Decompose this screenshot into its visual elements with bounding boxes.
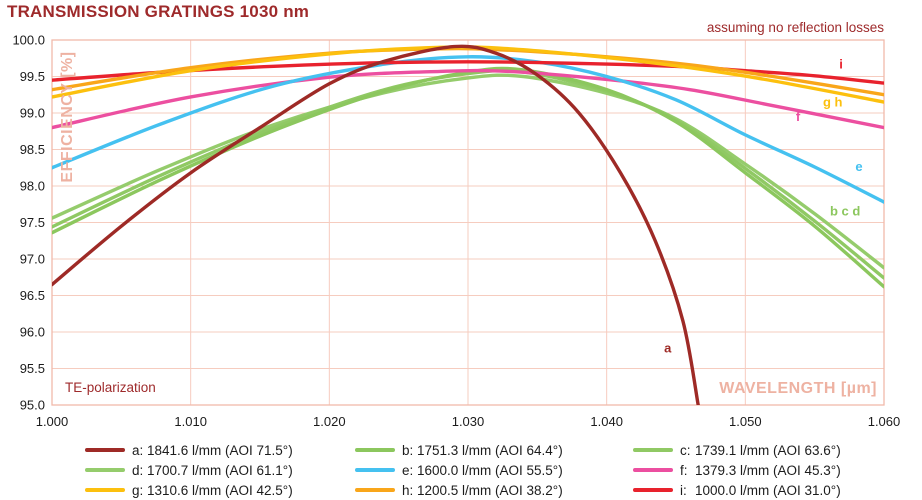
svg-text:98.0: 98.0: [20, 179, 45, 194]
legend-spec-g: 1310.6 l/mm (AOI 42.5°): [147, 482, 293, 498]
legend-spec-a: 1841.6 l/mm (AOI 71.5°): [147, 442, 293, 458]
legend-swatch-g: [85, 487, 125, 493]
curve-d: [52, 73, 884, 270]
svg-text:1.040: 1.040: [590, 414, 623, 429]
svg-text:98.5: 98.5: [20, 142, 45, 157]
legend-item-a: a: 1841.6 l/mm (AOI 71.5°): [85, 442, 355, 458]
x-axis-title: WAVELENGTH [µm]: [719, 380, 877, 397]
legend-swatch-i: [633, 487, 673, 493]
legend-spec-e: 1600.0 l/mm (AOI 55.5°): [417, 462, 563, 478]
curve-f: [52, 68, 884, 130]
legend-spec-d: 1700.7 l/mm (AOI 61.1°): [147, 462, 293, 478]
annotation-no-reflection-losses: assuming no reflection losses: [706, 20, 884, 35]
svg-text:95.0: 95.0: [20, 398, 45, 413]
legend-item-c: c: 1739.1 l/mm (AOI 63.6°): [633, 442, 888, 458]
curve-label-i: i: [839, 57, 843, 72]
legend-spec-f: 1379.3 l/mm (AOI 45.3°): [695, 462, 841, 478]
legend-swatch-d: [85, 467, 125, 473]
x-tick-labels: 1.000 1.010 1.020 1.030 1.040 1.050 1.060: [36, 414, 901, 429]
legend-spec-i: 1000.0 l/mm (AOI 31.0°): [695, 482, 841, 498]
legend-letter-d: d:: [132, 462, 144, 478]
legend-letter-f: f:: [680, 462, 688, 478]
curves: [52, 44, 884, 405]
legend-item-h: h: 1200.5 l/mm (AOI 38.2°): [355, 482, 633, 498]
legend-letter-g: g:: [132, 482, 144, 498]
legend-spec-b: 1751.3 l/mm (AOI 64.4°): [417, 442, 563, 458]
svg-text:99.0: 99.0: [20, 106, 45, 121]
curve-a: [52, 44, 700, 405]
curve-label-e: e: [855, 159, 862, 174]
y-tick-labels: 95.0 95.5 96.0 96.5 97.0 97.5 98.0 98.5 99.0 99.5…: [12, 33, 45, 413]
curve-e: [52, 55, 884, 204]
curve-g: [52, 45, 884, 104]
svg-text:1.050: 1.050: [729, 414, 762, 429]
curve-label-g: g h: [823, 95, 843, 110]
legend-item-g: g: 1310.6 l/mm (AOI 42.5°): [85, 482, 355, 498]
legend-swatch-b: [355, 447, 395, 453]
legend-item-e: e: 1600.0 l/mm (AOI 55.5°): [355, 462, 633, 478]
legend-letter-i: i:: [680, 482, 687, 498]
curve-label-f: f: [796, 109, 801, 124]
te-polarization-note: TE-polarization: [65, 380, 156, 395]
legend-spec-c: 1739.1 l/mm (AOI 63.6°): [695, 442, 841, 458]
grid-lines: [51, 39, 885, 406]
svg-text:96.0: 96.0: [20, 325, 45, 340]
svg-text:1.030: 1.030: [452, 414, 485, 429]
svg-text:1.060: 1.060: [868, 414, 901, 429]
legend-letter-h: h:: [402, 482, 414, 498]
svg-text:95.5: 95.5: [20, 361, 45, 376]
svg-text:96.5: 96.5: [20, 288, 45, 303]
y-axis-title: EFFICIENCY [%]: [59, 51, 76, 182]
legend-letter-a: a:: [132, 442, 144, 458]
svg-text:100.0: 100.0: [12, 33, 45, 48]
legend-letter-c: c:: [680, 442, 691, 458]
legend-swatch-c: [633, 447, 673, 453]
legend-spec-h: 1200.5 l/mm (AOI 38.2°): [417, 482, 563, 498]
chart-svg: a b c d e f g h i 95.0 95.5 96.0 96.5 97.0 97.5 98.0…: [12, 33, 901, 430]
svg-text:1.020: 1.020: [313, 414, 346, 429]
curve-label-a: a: [664, 341, 672, 356]
legend-swatch-a: [85, 447, 125, 453]
page-title: TRANSMISSION GRATINGS 1030 nm: [7, 2, 310, 21]
legend-item-b: b: 1751.3 l/mm (AOI 64.4°): [355, 442, 633, 458]
legend-letter-e: e:: [402, 462, 414, 478]
curve-labels: a b c d e f g h i: [664, 57, 863, 356]
svg-text:97.0: 97.0: [20, 252, 45, 267]
legend-item-d: d: 1700.7 l/mm (AOI 61.1°): [85, 462, 355, 478]
legend-swatch-h: [355, 487, 395, 493]
curve-label-b: b c d: [830, 203, 860, 218]
legend-swatch-e: [355, 467, 395, 473]
legend-item-i: i: 1000.0 l/mm (AOI 31.0°): [633, 482, 888, 498]
legend-swatch-f: [633, 467, 673, 473]
legend: a: 1841.6 l/mm (AOI 71.5°) b: 1751.3 l/mm (…: [85, 442, 888, 498]
svg-text:1.000: 1.000: [36, 414, 69, 429]
svg-text:1.010: 1.010: [174, 414, 207, 429]
legend-item-f: f: 1379.3 l/mm (AOI 45.3°): [633, 462, 888, 478]
plot-border: [51, 39, 885, 406]
chart-area: a b c d e f g h i 95.0 95.5 96.0 96.5 97.0 97.5 98.0…: [12, 33, 901, 430]
legend-letter-b: b:: [402, 442, 414, 458]
svg-text:99.5: 99.5: [20, 69, 45, 84]
svg-text:97.5: 97.5: [20, 215, 45, 230]
